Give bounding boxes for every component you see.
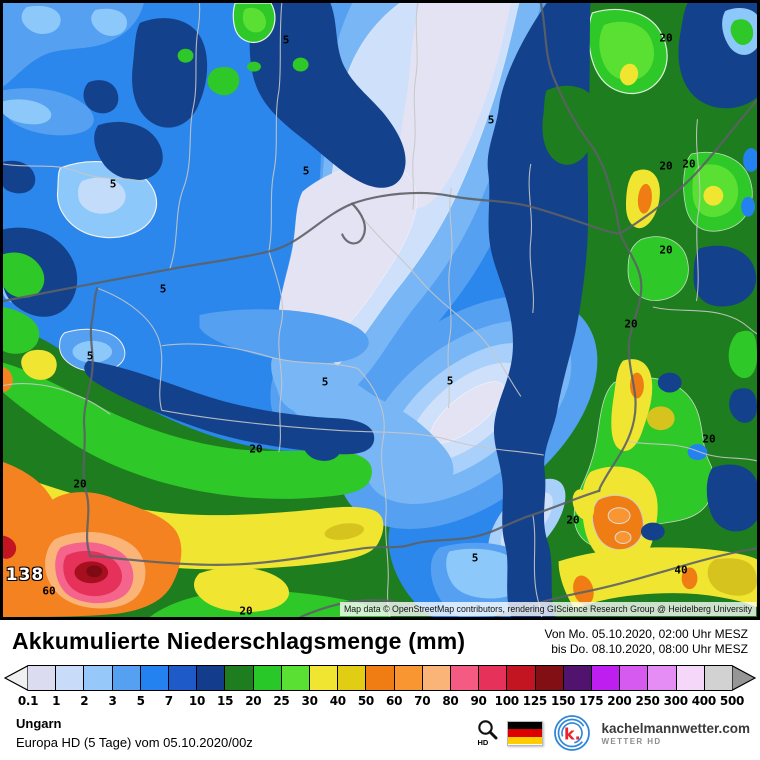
scale-tick: 5 [136, 694, 145, 708]
period-from: Von Mo. 05.10.2020, 02:00 Uhr MESZ [544, 627, 748, 641]
scale-tick: 125 [522, 694, 547, 708]
scale-cell [225, 666, 254, 690]
scale-cell [648, 666, 677, 690]
scale-cell [394, 666, 423, 690]
scale-cell [507, 666, 536, 690]
scale-tick: 500 [719, 694, 745, 708]
scale-cells [28, 665, 733, 691]
scale-tick: 40 [329, 694, 346, 708]
scale-tick: 200 [607, 694, 632, 708]
scale-tick: 175 [579, 694, 604, 708]
brand-subtitle: WETTER HD [601, 736, 662, 746]
scale-cell [56, 666, 85, 690]
scale-tick: 3 [108, 694, 117, 708]
scale-cell [310, 666, 339, 690]
scale-tick: 90 [470, 694, 487, 708]
scale-right-arrow-icon [732, 665, 756, 691]
scale-tick: 70 [414, 694, 431, 708]
scale-cell [281, 666, 311, 690]
period-to: bis Do. 08.10.2020, 08:00 Uhr MESZ [551, 642, 748, 656]
scale-cell [676, 666, 705, 690]
color-scale: 0.1 1 2 3 5 7 10 15 20 25 30 40 50 60 70 80 90 100 125 150 1… [4, 665, 756, 711]
brand-block[interactable]: HD k. kachelmannwetter.com WETTER HD [477, 713, 750, 753]
svg-text:k.: k. [564, 725, 581, 744]
map-attribution: Map data © OpenStreetMap contributors, r… [339, 602, 756, 616]
scale-tick: 150 [550, 694, 576, 708]
scale-cell [704, 666, 733, 690]
scale-cell [112, 666, 141, 690]
legend-panel: Akkumulierte Niederschlagsmenge (mm) Von… [0, 620, 760, 760]
scale-tick: 50 [357, 694, 374, 708]
scale-tick: 60 [386, 694, 403, 708]
scale-cell [84, 666, 113, 690]
hd-zoom-icon: HD [477, 719, 498, 747]
scale-tick: 250 [635, 694, 660, 708]
scale-tick: 100 [494, 694, 519, 708]
scale-tick: 10 [188, 694, 206, 708]
region-label: Ungarn [16, 716, 62, 731]
kachelmann-logo-icon: k. [554, 715, 591, 751]
model-run-label: Europa HD (5 Tage) vom 05.10.2020/00z [16, 735, 253, 750]
scale-tick: 7 [164, 694, 173, 708]
precipitation-map[interactable]: 5 20 5 5 20 20 5 20 5 20 5 5 5 20 20 20 20 5 40 138 60 20 Map… [0, 0, 760, 620]
scale-cell [422, 666, 452, 690]
scale-tick: 80 [442, 694, 459, 708]
precipitation-field [3, 3, 757, 617]
scale-tick: 20 [245, 694, 262, 708]
scale-cell [197, 666, 226, 690]
scale-cell [28, 666, 57, 690]
scale-cell [366, 666, 395, 690]
valid-period: Von Mo. 05.10.2020, 02:00 Uhr MESZ bis D… [545, 625, 748, 657]
scale-tick: 30 [301, 694, 318, 708]
scale-cell [169, 666, 198, 690]
scale-tick: 0.1 [17, 694, 39, 708]
german-flag-icon [507, 720, 544, 746]
scale-cell [535, 666, 564, 690]
scale-cell [563, 666, 593, 690]
scale-tick: 400 [691, 694, 716, 708]
hd-label: HD [477, 738, 489, 747]
magnifier-icon [478, 720, 498, 740]
scale-cell [451, 666, 480, 690]
scale-cell [620, 666, 649, 690]
scale-tick: 2 [80, 694, 89, 708]
brand-name: kachelmannwetter.com [601, 720, 750, 736]
scale-tick: 1 [52, 694, 61, 708]
scale-cell [140, 666, 170, 690]
scale-tick: 15 [217, 694, 234, 708]
page-title: Akkumulierte Niederschlagsmenge (mm) [12, 628, 466, 654]
scale-cell [253, 666, 282, 690]
scale-left-arrow-icon [4, 665, 28, 691]
scale-cell [592, 666, 621, 690]
scale-cell [479, 666, 508, 690]
scale-tick: 300 [663, 694, 688, 708]
scale-cell [338, 666, 367, 690]
scale-tick: 25 [273, 694, 290, 708]
